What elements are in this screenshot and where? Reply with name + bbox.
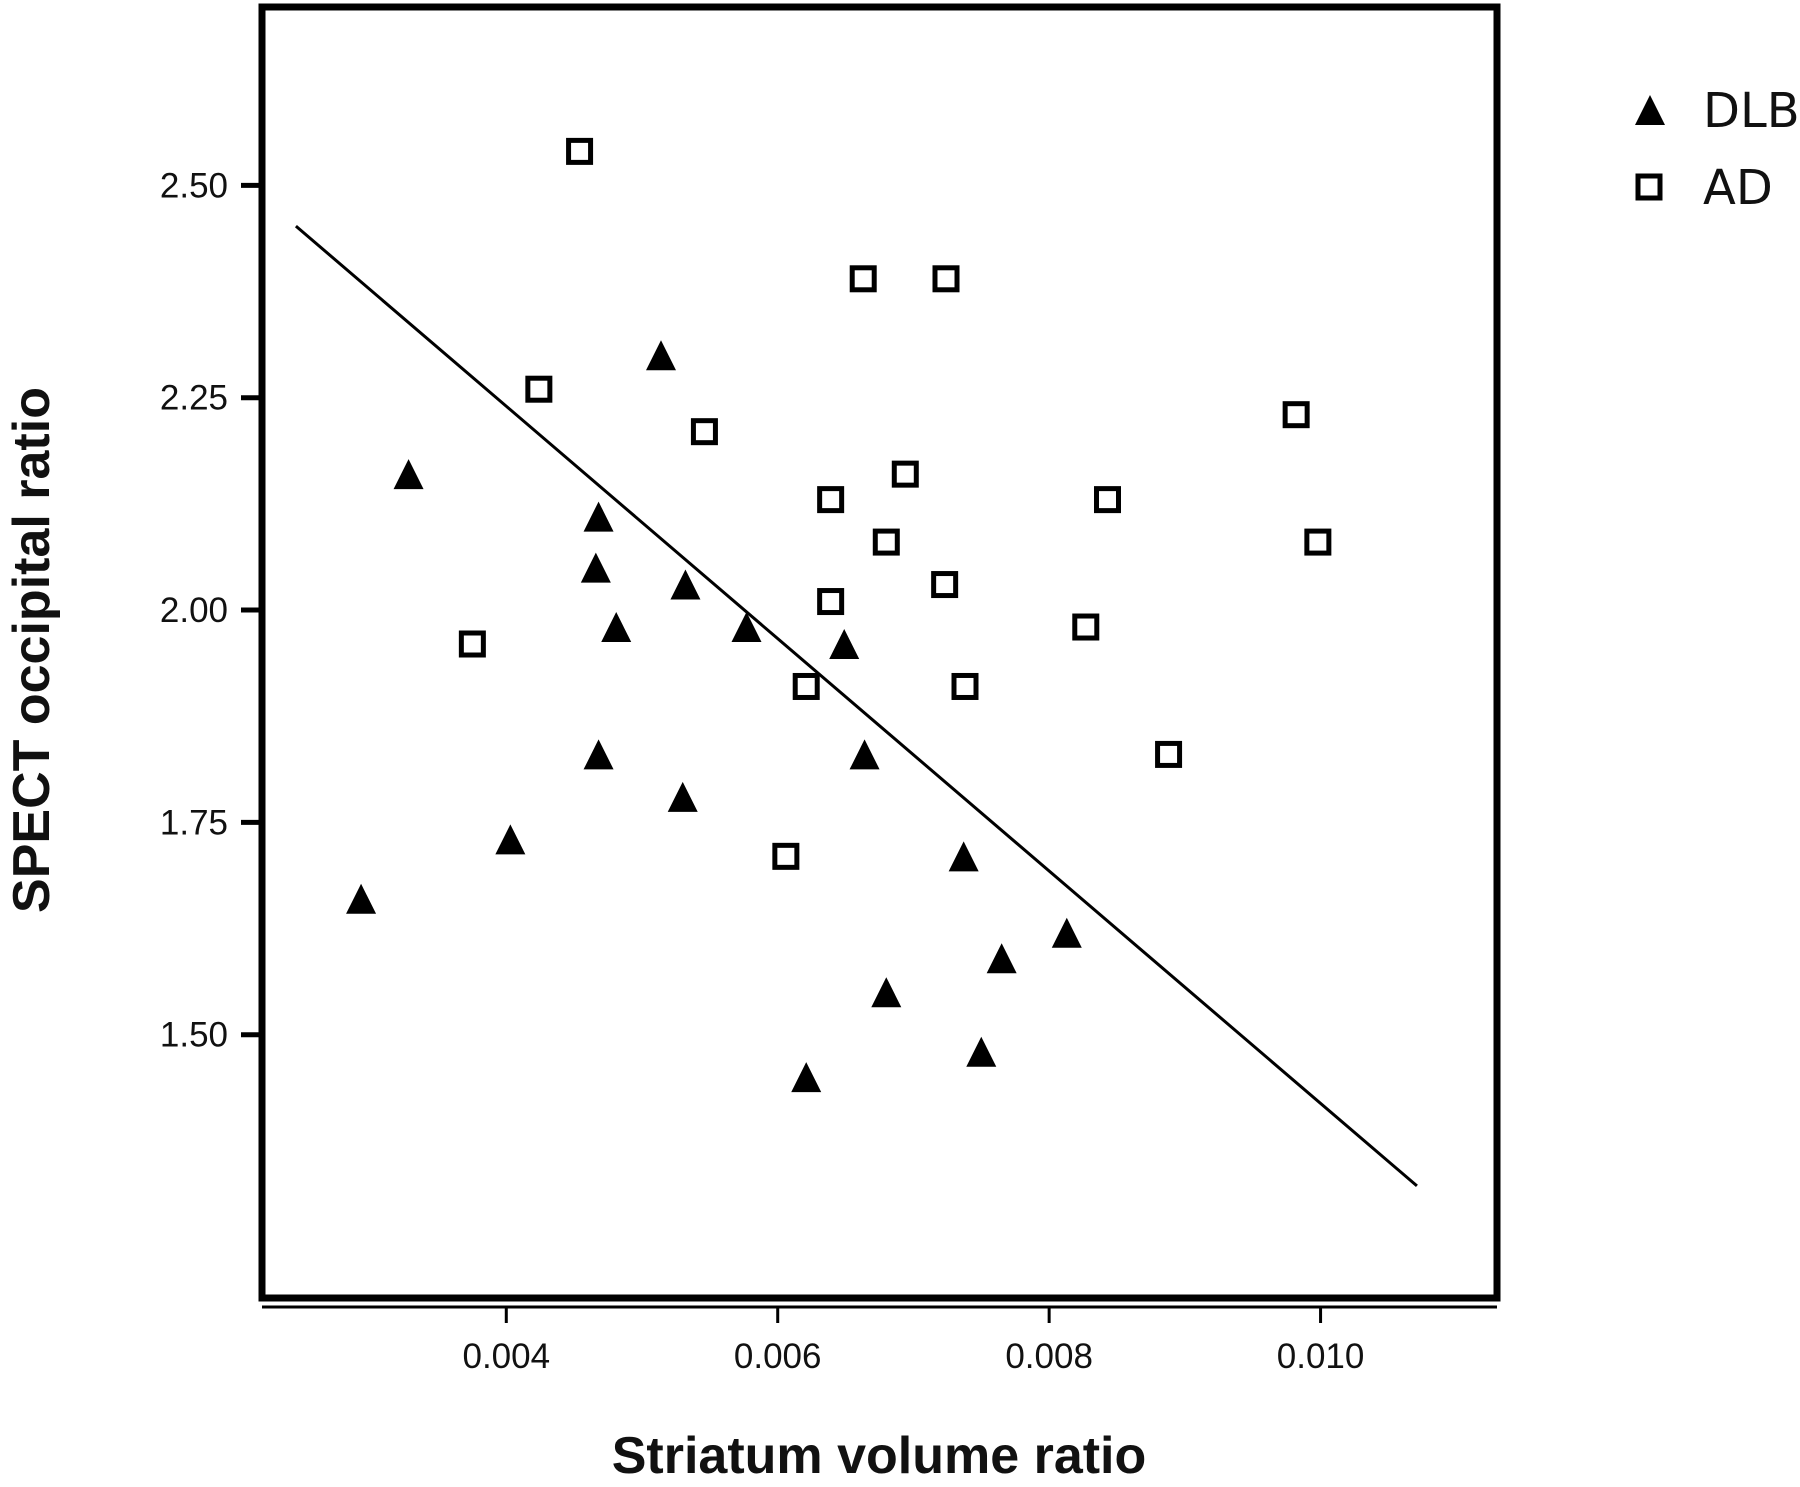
ad-point — [1094, 486, 1121, 514]
ad-point — [1304, 528, 1332, 556]
ad-point — [817, 588, 845, 616]
dlb-point — [670, 569, 701, 600]
ad-point — [951, 672, 979, 700]
ad-point — [458, 630, 486, 658]
dlb-point — [948, 841, 979, 872]
dlb-point — [667, 781, 698, 812]
ad-point — [690, 418, 718, 446]
ad-point — [1155, 740, 1183, 768]
regression-line-group — [294, 224, 1418, 1188]
dlb-point — [495, 824, 526, 855]
dlb-point — [583, 501, 614, 532]
ad-point — [772, 842, 800, 870]
x-tick-label: 0.006 — [734, 1337, 822, 1376]
ad-point — [849, 265, 877, 293]
x-axis-title: Striatum volume ratio — [612, 1427, 1147, 1485]
dlb-point — [871, 977, 902, 1008]
dlb-point — [583, 739, 614, 770]
dlb-point — [791, 1062, 822, 1093]
ad-point — [1282, 401, 1310, 429]
y-tick-label: 2.50 — [160, 166, 228, 205]
x-tick-label: 0.010 — [1277, 1337, 1365, 1376]
legend: DLB AD — [1635, 83, 1800, 216]
ad-point — [792, 672, 820, 700]
ad-point — [872, 528, 900, 556]
plot-area-frame — [258, 3, 1501, 1302]
dlb-point — [393, 459, 424, 490]
y-tick-label: 2.00 — [160, 591, 228, 630]
dlb-point — [986, 943, 1017, 974]
dlb-point — [346, 883, 377, 914]
legend-ad-marker — [1635, 173, 1663, 201]
y-axis-title: SPECT occipital ratio — [3, 387, 61, 913]
regression-line — [294, 224, 1418, 1188]
legend-dlb-marker — [1635, 95, 1665, 125]
dlb-point — [731, 612, 762, 643]
dlb-point — [601, 612, 632, 643]
ad-point — [891, 460, 919, 488]
ad-point — [566, 137, 594, 165]
y-tick-label: 1.75 — [160, 803, 228, 842]
ad-point — [817, 486, 845, 514]
y-tick-label: 2.25 — [160, 379, 228, 418]
x-axis-ticks: 0.004 0.006 0.008 0.010 — [462, 1307, 1364, 1376]
dlb-point — [966, 1036, 997, 1067]
ad-point — [1072, 613, 1100, 641]
dlb-point — [1051, 917, 1082, 948]
y-tick-label: 1.50 — [160, 1016, 228, 1055]
ad-point — [932, 265, 960, 293]
ad-point — [525, 375, 553, 403]
y-axis-ticks: 1.50 1.75 2.00 2.25 2.50 — [160, 166, 262, 1055]
dlb-point — [849, 739, 880, 770]
dlb-point — [829, 629, 860, 660]
legend-ad-label: AD — [1703, 160, 1773, 216]
x-tick-label: 0.004 — [462, 1337, 550, 1376]
dlb-point — [646, 340, 676, 371]
legend-dlb-label: DLB — [1703, 83, 1800, 139]
data-points — [346, 137, 1332, 1093]
ad-point — [931, 571, 959, 599]
dlb-point — [580, 552, 611, 583]
x-tick-label: 0.008 — [1005, 1337, 1093, 1376]
